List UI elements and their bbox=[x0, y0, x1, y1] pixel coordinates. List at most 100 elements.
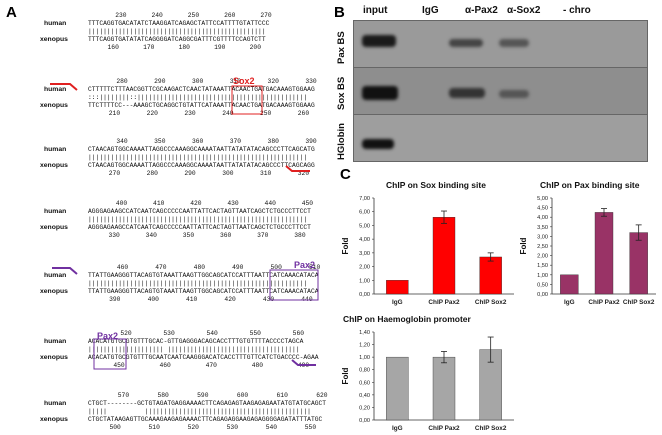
y-axis-label: Fold bbox=[341, 367, 350, 384]
species-label-xenopus: xenopus bbox=[40, 224, 68, 231]
y-tick-label: 3,50 bbox=[537, 225, 548, 231]
position-number: 490 bbox=[232, 264, 244, 271]
gel-row-pax bbox=[353, 20, 648, 68]
sequence-xenopus: TTATTGAAGGGTTACAGTGTAAATTAAGTTGGCAGCATCC… bbox=[88, 288, 319, 295]
y-tick-label: 3,00 bbox=[537, 234, 548, 240]
y-tick-label: 1,00 bbox=[359, 355, 370, 361]
category-label: IgG bbox=[392, 425, 403, 432]
y-tick-label: 6,00 bbox=[359, 210, 370, 216]
position-number: 240 bbox=[222, 110, 234, 117]
species-label-human: human bbox=[44, 272, 67, 279]
gel-col-igg: IgG bbox=[422, 5, 439, 16]
chart-title-pax: ChIP on Pax binding site bbox=[540, 180, 640, 190]
position-number: 400 bbox=[115, 200, 128, 207]
position-number: 230 bbox=[115, 12, 127, 19]
position-number: 570 bbox=[117, 392, 130, 399]
position-number: 190 bbox=[214, 44, 226, 51]
panel-letter-c: C bbox=[340, 166, 351, 183]
position-number: 360 bbox=[191, 138, 204, 145]
gel-band-input-pax bbox=[362, 35, 396, 47]
sequence-human: CTTTTTCTTTAACGGTTCGCAAGACTCAACTATAAATTAC… bbox=[88, 86, 315, 93]
position-number: 470 bbox=[155, 264, 167, 271]
position-number: 310 bbox=[259, 170, 272, 177]
position-number: 270 bbox=[260, 12, 272, 19]
position-number: 280 bbox=[116, 78, 128, 85]
position-number: 260 bbox=[297, 110, 310, 117]
position-number: 250 bbox=[259, 110, 272, 117]
position-number: 400 bbox=[147, 296, 159, 303]
position-number: 550 bbox=[249, 330, 261, 337]
position-number: 550 bbox=[304, 424, 317, 431]
chart-title-haemoglobin: ChIP on Haemoglobin promoter bbox=[343, 314, 471, 324]
position-number: 470 bbox=[205, 362, 217, 369]
position-number: 560 bbox=[292, 330, 305, 337]
position-number: 500 bbox=[109, 424, 121, 431]
y-tick-label: 5,00 bbox=[537, 196, 548, 202]
y-tick-label: 7,00 bbox=[359, 196, 370, 202]
category-label: IgG bbox=[564, 299, 575, 306]
gel-row-hglobin bbox=[353, 114, 648, 162]
position-number: 540 bbox=[206, 330, 218, 337]
position-number: 250 bbox=[187, 12, 200, 19]
species-label-human: human bbox=[44, 146, 67, 153]
sequence-xenopus: CTAACAGTGGCAAAATTAGGCCCAAAGGCAAAATAATTAT… bbox=[88, 162, 315, 169]
position-number: 460 bbox=[116, 264, 129, 271]
position-number: 320 bbox=[297, 170, 310, 177]
position-number: 410 bbox=[153, 200, 165, 207]
sequence-bars: ||||||||||||||||||||||||||||||||||||||||… bbox=[88, 28, 266, 35]
chart-sox-binding-site: 0,00 1,00 2,00 3,00 4,00 5,00 6,00 7,00 Fold IgG C… bbox=[341, 196, 514, 306]
chart-pax-binding-site: 0,00 0,50 1,00 1,50 2,00 2,50 3,00 3,50 4,00 4,50… bbox=[519, 196, 656, 306]
y-tick-label: 1,00 bbox=[537, 273, 548, 279]
gel-row-sox bbox=[353, 67, 648, 115]
gel-band-pax2-pax bbox=[449, 39, 483, 47]
sequence-xenopus: ACACATGTGCGTGTTTGCAATCAATCAAGGGACATCACCT… bbox=[88, 354, 319, 361]
position-number: 280 bbox=[146, 170, 158, 177]
position-number: 370 bbox=[257, 232, 269, 239]
gel-col-no-chromatin: - chro bbox=[563, 5, 591, 16]
position-number: 510 bbox=[308, 264, 321, 271]
bar-chip-pax2 bbox=[432, 217, 456, 295]
position-number: 420 bbox=[190, 200, 202, 207]
y-tick-label: 1,40 bbox=[359, 330, 370, 336]
pax-forward-primer-arrow bbox=[52, 267, 78, 275]
gel-band-input-hglobin bbox=[362, 139, 394, 149]
gel-band-pax2-sox bbox=[449, 88, 485, 98]
pax-reverse-primer-arrow bbox=[291, 359, 316, 366]
species-label-xenopus: xenopus bbox=[40, 288, 68, 295]
gel-band-input-sox bbox=[362, 86, 398, 100]
sequence-human: CTGCT--------GCTGTAGATGAGGAAAACTTCAGAGAG… bbox=[88, 400, 327, 407]
alignment-annotations bbox=[50, 83, 319, 370]
pax2-site-box-2 bbox=[93, 338, 127, 370]
position-number: 430 bbox=[262, 296, 275, 303]
y-tick-label: 0,00 bbox=[359, 418, 370, 424]
position-number: 510 bbox=[148, 424, 160, 431]
position-number: 220 bbox=[146, 110, 158, 117]
bar-igg bbox=[560, 274, 579, 295]
position-number: 450 bbox=[301, 200, 314, 207]
position-number: 460 bbox=[159, 362, 171, 369]
gel-row-label-pax: Pax BS bbox=[336, 31, 347, 64]
position-number: 330 bbox=[108, 232, 120, 239]
y-tick-label: 0,20 bbox=[359, 405, 370, 411]
y-axis-label: Fold bbox=[341, 237, 350, 254]
gel-row-label-hglobin: HGlobin bbox=[336, 123, 347, 160]
species-label-human: human bbox=[44, 20, 67, 27]
position-number: 260 bbox=[224, 12, 236, 19]
sequence-human: CTAACAGTGGCAAAATTAGGCCCAAAGGCAAAATAATTAT… bbox=[88, 146, 315, 153]
y-tick-label: 1,50 bbox=[537, 263, 548, 269]
category-label: ChIP Sox2 bbox=[475, 299, 507, 306]
position-number: 340 bbox=[145, 232, 157, 239]
category-label: ChIP Sox2 bbox=[475, 425, 507, 432]
position-number: 420 bbox=[224, 296, 236, 303]
gel-col-input: input bbox=[363, 5, 388, 16]
position-number: 620 bbox=[316, 392, 328, 399]
bar-chip-pax2 bbox=[432, 356, 456, 421]
position-number: 290 bbox=[154, 78, 166, 85]
sequence-xenopus: TTCTTTTCC---AAAGCTGCAGGCTGTATTCATAAATTAC… bbox=[88, 102, 315, 109]
category-label: ChIP Pax2 bbox=[428, 299, 460, 306]
position-number: 180 bbox=[178, 44, 190, 51]
pax2-box-label-1: Pax2 bbox=[294, 260, 316, 270]
sequence-bars: ||||| ||||||||||||||||||||||||||||||||||… bbox=[88, 408, 311, 415]
position-number: 340 bbox=[116, 138, 128, 145]
y-tick-label: 0,00 bbox=[359, 292, 370, 298]
